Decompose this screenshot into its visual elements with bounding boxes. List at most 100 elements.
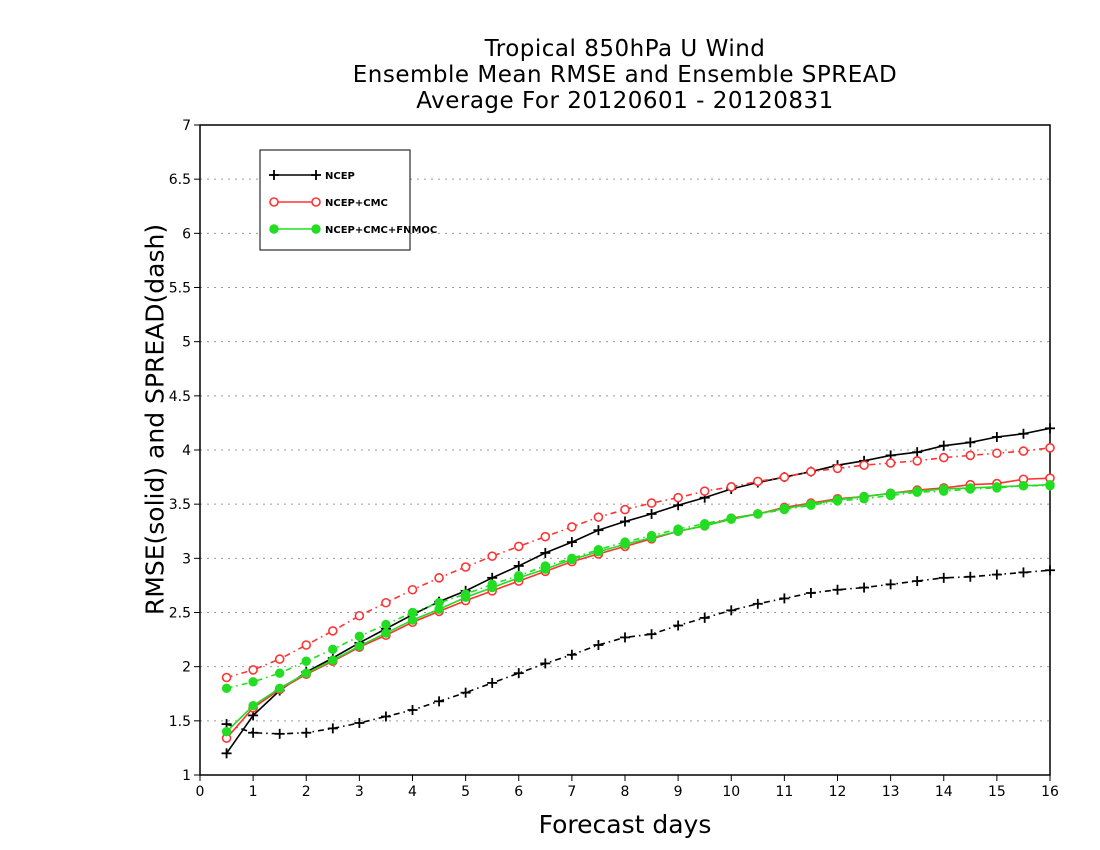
legend-label-ncep: NCEP — [325, 171, 355, 182]
chart-title-line-3: Average For 20120601 - 20120831 — [416, 88, 834, 114]
point-ncep-cmc-spread-22 — [806, 466, 816, 477]
point-ncep-cmc-spread-23 — [832, 463, 843, 474]
point-ncep-cmc-spread-8 — [434, 573, 444, 583]
point-ncep-spread-8 — [434, 696, 445, 707]
point-ncep-cmc-fnmoc-rmse-8 — [434, 604, 444, 614]
point-ncep-spread-15 — [620, 632, 630, 643]
point-ncep-spread-10 — [487, 677, 498, 688]
point-ncep-spread-25 — [885, 579, 896, 590]
point-ncep-cmc-fnmoc-spread-6 — [381, 619, 391, 630]
point-ncep-cmc-spread-9 — [460, 562, 471, 572]
point-ncep-cmc-fnmoc-rmse-17 — [673, 526, 683, 536]
point-ncep-cmc-spread-28 — [965, 450, 976, 461]
point-ncep-rmse-30 — [1018, 428, 1029, 439]
point-ncep-rmse-15 — [620, 516, 630, 527]
point-ncep-cmc-spread-27 — [938, 452, 949, 463]
legend-marker-right-ncep-cmc — [311, 197, 321, 207]
x-tick-label-0: 0 — [196, 784, 205, 800]
point-ncep-cmc-spread-17 — [673, 492, 683, 503]
y-tick-label-0: 1 — [182, 768, 191, 784]
point-ncep-cmc-spread-15 — [620, 504, 630, 515]
x-tick-label-9: 9 — [674, 784, 683, 800]
point-ncep-rmse-26 — [912, 447, 923, 458]
y-tick-label-11: 6.5 — [169, 172, 191, 188]
point-ncep-cmc-fnmoc-rmse-5 — [354, 641, 365, 651]
point-ncep-cmc-spread-21 — [779, 472, 790, 482]
point-ncep-cmc-spread-25 — [885, 458, 896, 468]
point-ncep-cmc-fnmoc-rmse-30 — [1018, 481, 1029, 491]
legend-marker-left-ncep-cmc — [269, 197, 279, 207]
point-ncep-spread-31 — [1045, 565, 1055, 576]
x-tick-label-2: 2 — [302, 784, 311, 800]
point-ncep-spread-18 — [699, 612, 710, 623]
point-ncep-spread-4 — [327, 723, 338, 734]
legend-marker-left-ncep — [269, 170, 279, 180]
point-ncep-cmc-fnmoc-rmse-9 — [460, 592, 471, 603]
point-ncep-spread-6 — [380, 711, 391, 722]
y-tick-label-12: 7 — [182, 118, 191, 134]
point-ncep-spread-28 — [965, 571, 976, 582]
point-ncep-cmc-spread-14 — [593, 512, 604, 522]
point-ncep-spread-7 — [407, 705, 418, 715]
point-ncep-rmse-28 — [965, 437, 976, 448]
point-ncep-cmc-fnmoc-rmse-26 — [912, 486, 922, 496]
point-ncep-cmc-fnmoc-rmse-15 — [620, 539, 630, 549]
x-tick-label-16: 16 — [1041, 784, 1059, 800]
point-ncep-spread-1 — [248, 727, 259, 738]
point-ncep-spread-17 — [673, 620, 684, 631]
point-ncep-spread-16 — [646, 629, 657, 640]
point-ncep-cmc-fnmoc-rmse-10 — [487, 582, 497, 593]
legend-marker-right-ncep-cmc-fnmoc — [311, 224, 321, 234]
y-tick-label-3: 2.5 — [169, 606, 191, 622]
y-tick-label-1: 1.5 — [169, 714, 191, 730]
point-ncep-cmc-fnmoc-rmse-21 — [779, 503, 790, 514]
point-ncep-rmse-29 — [991, 432, 1002, 442]
y-tick-label-4: 3 — [182, 551, 191, 567]
point-ncep-cmc-fnmoc-rmse-27 — [939, 484, 949, 494]
y-tick-label-7: 4.5 — [169, 389, 191, 405]
point-ncep-cmc-spread-19 — [726, 482, 737, 492]
point-ncep-rmse-27 — [938, 440, 949, 451]
point-ncep-cmc-spread-30 — [1018, 446, 1029, 456]
point-ncep-cmc-fnmoc-rmse-13 — [567, 554, 577, 565]
x-tick-label-5: 5 — [461, 784, 470, 800]
point-ncep-spread-23 — [832, 584, 843, 595]
point-ncep-cmc-fnmoc-spread-0 — [221, 683, 232, 694]
point-ncep-spread-19 — [726, 605, 737, 616]
chart-title-line-2: Ensemble Mean RMSE and Ensemble SPREAD — [352, 62, 898, 88]
series-ncep-cmc-fnmoc-spread-line — [226, 484, 1050, 690]
y-tick-label-9: 5.5 — [169, 281, 191, 297]
x-tick-label-15: 15 — [988, 784, 1006, 800]
point-ncep-cmc-spread-31 — [1045, 443, 1055, 453]
point-ncep-spread-30 — [1018, 567, 1029, 578]
legend-box — [259, 149, 411, 251]
legend-label-ncep-cmc: NCEP+CMC — [325, 198, 388, 209]
point-ncep-spread-2 — [274, 728, 285, 739]
point-ncep-cmc-fnmoc-rmse-14 — [593, 547, 604, 557]
x-tick-label-12: 12 — [829, 784, 847, 800]
y-tick-label-6: 4 — [182, 443, 191, 459]
point-ncep-spread-29 — [991, 569, 1002, 580]
x-tick-label-13: 13 — [882, 784, 900, 800]
point-ncep-rmse-16 — [646, 508, 657, 519]
point-ncep-cmc-fnmoc-rmse-16 — [646, 533, 657, 543]
series-ncep-cmc-spread-line — [226, 447, 1051, 679]
x-tick-label-14: 14 — [935, 784, 953, 800]
point-ncep-rmse-11 — [513, 560, 524, 571]
point-ncep-cmc-spread-24 — [859, 460, 869, 470]
y-tick-label-8: 5 — [182, 335, 191, 351]
point-ncep-cmc-spread-26 — [912, 456, 922, 466]
point-ncep-cmc-spread-18 — [699, 486, 710, 496]
point-ncep-spread-14 — [593, 640, 604, 650]
point-ncep-spread-20 — [752, 598, 763, 609]
y-axis-label: RMSE(solid) and SPREAD(dash) — [140, 223, 170, 616]
point-ncep-rmse-0 — [221, 748, 232, 759]
point-ncep-cmc-fnmoc-rmse-1 — [248, 700, 258, 711]
point-ncep-cmc-spread-12 — [540, 531, 551, 542]
point-ncep-cmc-fnmoc-rmse-7 — [407, 615, 418, 625]
x-tick-label-6: 6 — [514, 784, 523, 800]
y-tick-label-10: 6 — [182, 226, 191, 242]
point-ncep-cmc-fnmoc-rmse-6 — [381, 628, 391, 638]
